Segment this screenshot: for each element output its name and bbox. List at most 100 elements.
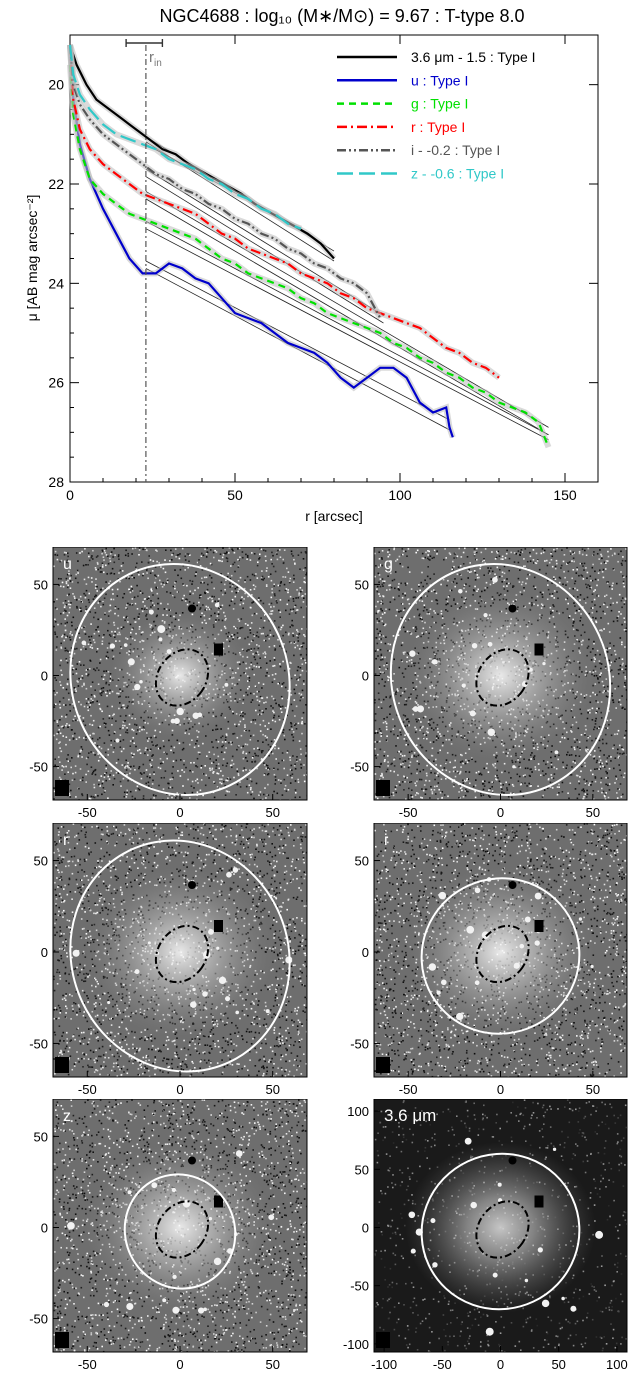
panel-x-tick-label: -50 xyxy=(78,805,97,820)
panel-y-tick-label: 100 xyxy=(347,1104,369,1119)
hii-knot xyxy=(525,917,531,923)
hii-knot xyxy=(215,603,220,608)
hii-knot xyxy=(417,705,424,712)
hii-knot xyxy=(475,888,481,894)
panel-x-tick-label: -50 xyxy=(399,805,418,820)
hii-knot xyxy=(149,609,154,614)
masked-star xyxy=(535,1196,544,1208)
hii-knot xyxy=(483,613,487,617)
legend-label: u : Type I xyxy=(411,72,468,88)
panel-y-tick-label: 50 xyxy=(34,1129,48,1144)
hii-knot xyxy=(172,1307,179,1314)
hii-knot xyxy=(158,637,162,641)
hii-knot xyxy=(236,1150,243,1157)
fit-line xyxy=(146,261,450,420)
masked-star xyxy=(509,881,517,889)
panel-y-tick-label: -50 xyxy=(29,760,48,775)
hii-knot xyxy=(202,991,207,996)
masked-star xyxy=(535,644,544,656)
hii-knot xyxy=(409,1211,416,1218)
series-line xyxy=(70,45,453,437)
hii-knot xyxy=(519,944,524,949)
hii-knot xyxy=(561,1297,565,1301)
hii-knot xyxy=(233,867,239,873)
panel-x-tick-label: 0 xyxy=(176,805,183,820)
hii-knot xyxy=(148,941,151,944)
hii-knot xyxy=(139,680,143,684)
panel-x-tick-label: 0 xyxy=(176,1357,183,1372)
hii-knot xyxy=(579,917,582,920)
masked-star xyxy=(188,1157,196,1165)
panel-y-tick-label: 0 xyxy=(362,1221,369,1236)
y-tick-label: 28 xyxy=(48,474,64,490)
masked-star xyxy=(214,920,223,932)
hii-knot xyxy=(590,965,593,968)
panel-x-tick-label: 0 xyxy=(497,1082,504,1097)
masked-corner xyxy=(55,1332,69,1348)
hii-knot xyxy=(462,684,466,688)
panel-band-label: r xyxy=(63,832,69,849)
panel-x-tick-label: -50 xyxy=(78,1357,97,1372)
panel-y-tick-label: -50 xyxy=(29,1036,48,1051)
panel-y-tick-label: -50 xyxy=(350,1036,369,1051)
y-tick-label: 26 xyxy=(48,375,64,391)
hii-knot xyxy=(555,750,559,754)
hii-knot xyxy=(493,1273,498,1278)
hii-knot xyxy=(429,963,437,971)
hii-knot xyxy=(110,643,115,648)
hii-knot xyxy=(439,892,447,900)
x-tick-label: 0 xyxy=(66,487,74,503)
hii-knot xyxy=(458,589,463,594)
panel-x-tick-label: -50 xyxy=(78,1082,97,1097)
hii-knot xyxy=(224,683,228,687)
profile-series xyxy=(70,45,549,447)
masked-corner xyxy=(376,1332,390,1348)
hii-knot xyxy=(214,1258,221,1265)
masked-star xyxy=(188,605,196,613)
panel-x-tick-label: 0 xyxy=(497,1357,504,1372)
panel-y-tick-label: 0 xyxy=(362,945,369,960)
masked-corner xyxy=(376,1057,390,1073)
x-axis-label: r [arcsec] xyxy=(305,508,363,524)
panel-x-tick-label: 100 xyxy=(606,1357,628,1372)
hii-knot xyxy=(226,872,232,878)
legend-label: g : Type I xyxy=(411,96,468,112)
hii-knot xyxy=(209,1217,212,1220)
hii-knot xyxy=(216,947,219,950)
hii-knot xyxy=(192,988,195,991)
panel-x-tick-label: 50 xyxy=(551,1357,565,1372)
galaxy-light xyxy=(406,867,596,1038)
hii-knot xyxy=(167,649,172,654)
masked-star xyxy=(509,1157,517,1165)
hii-knot xyxy=(441,980,447,986)
hii-knot xyxy=(430,1218,435,1223)
hii-knot xyxy=(535,940,540,945)
panel-band-label: i xyxy=(384,832,388,849)
masked-star xyxy=(188,881,196,889)
hii-knot xyxy=(266,1009,270,1013)
panel-y-tick-label: 50 xyxy=(355,1162,369,1177)
hii-knot xyxy=(104,1302,109,1307)
hii-knot xyxy=(472,643,477,648)
hii-knot xyxy=(151,1182,157,1188)
hii-knot xyxy=(486,1328,494,1336)
masked-star xyxy=(535,920,544,932)
galaxy-light xyxy=(85,867,275,1038)
legend-label: r : Type I xyxy=(411,119,465,135)
panel-x-tick-label: 50 xyxy=(586,805,600,820)
galaxy-light xyxy=(406,590,596,761)
fit-line xyxy=(146,221,549,435)
hii-knot xyxy=(466,926,474,934)
hii-knot xyxy=(570,1306,576,1312)
x-tick-label: 100 xyxy=(388,487,412,503)
hii-knot xyxy=(134,684,140,690)
hii-knot xyxy=(470,710,476,716)
masked-star xyxy=(214,1196,223,1208)
hii-knot xyxy=(525,1279,528,1282)
hii-knot xyxy=(124,643,128,647)
hii-knot xyxy=(193,712,199,718)
hii-knot xyxy=(409,650,415,656)
hii-knot xyxy=(268,1214,274,1220)
